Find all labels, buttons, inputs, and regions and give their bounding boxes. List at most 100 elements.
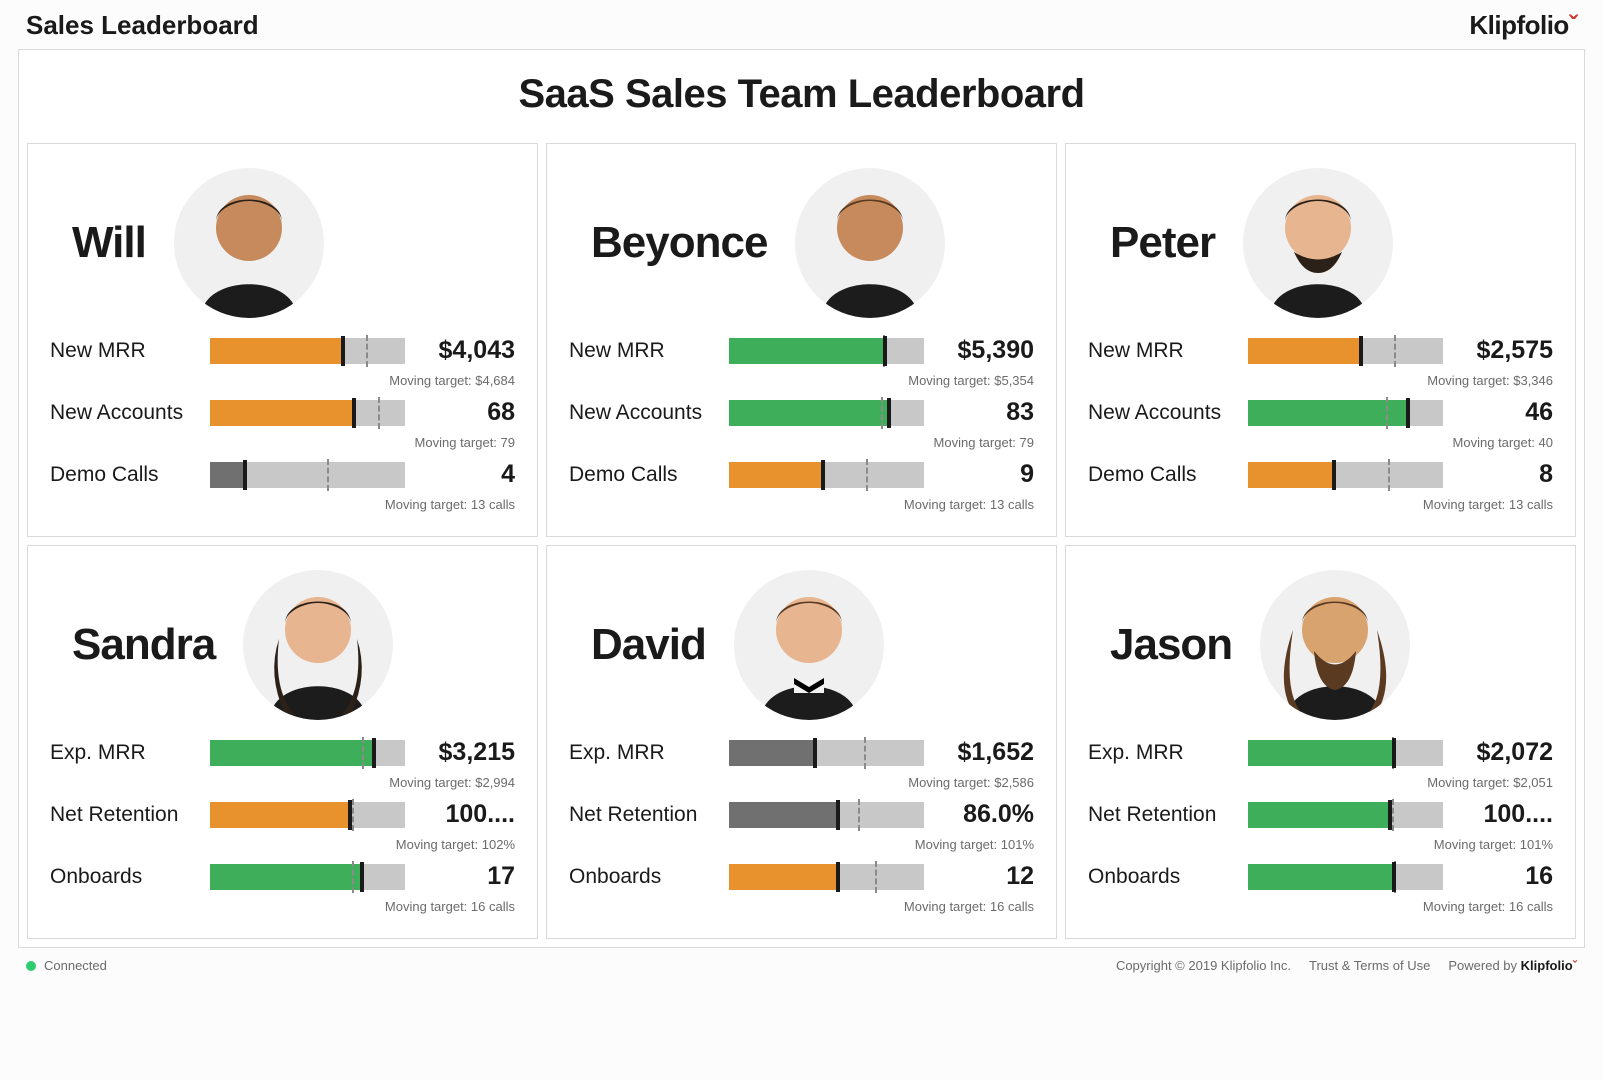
metric-row: Onboards17: [50, 862, 515, 891]
topbar: Sales Leaderboard Klipfolioˇ: [0, 0, 1603, 49]
metric-label: Net Retention: [569, 803, 719, 827]
footer-terms-link[interactable]: Trust & Terms of Use: [1309, 958, 1430, 973]
metric-target: Moving target: 102%: [210, 837, 515, 852]
bullet-fill: [1248, 864, 1394, 890]
metric-label: New Accounts: [569, 401, 719, 425]
metric-row: New Accounts46: [1088, 398, 1553, 427]
bullet-marker: [372, 738, 376, 768]
bullet-fill: [1248, 338, 1361, 364]
metric-row: Exp. MRR$3,215: [50, 738, 515, 767]
bullet-fill: [210, 338, 343, 364]
metric-value: 46: [1453, 398, 1553, 427]
bullet-fill: [1248, 462, 1334, 488]
metric-value: $2,072: [1453, 738, 1553, 767]
bullet-marker: [341, 336, 345, 366]
leaderboard-card: David Exp. MRR$1,652Moving target: $2,58…: [546, 545, 1057, 939]
bullet-fill: [729, 802, 838, 828]
bullet-marker: [1332, 460, 1336, 490]
metric-target: Moving target: $2,051: [1248, 775, 1553, 790]
metric-row: Demo Calls9: [569, 460, 1034, 489]
metric-target: Moving target: 16 calls: [1248, 899, 1553, 914]
bullet-fill: [1248, 740, 1394, 766]
bullet-chart: [729, 802, 924, 828]
avatar: [1260, 570, 1410, 720]
metric-row: Demo Calls8: [1088, 460, 1553, 489]
card-header: Beyonce: [569, 162, 1034, 336]
page-title: Sales Leaderboard: [26, 10, 259, 41]
bullet-marker: [1392, 862, 1396, 892]
metric-label: Exp. MRR: [1088, 741, 1238, 765]
metric-row: New Accounts68: [50, 398, 515, 427]
avatar: [174, 168, 324, 318]
brand-logo-text: Klipfolio: [1469, 10, 1568, 40]
metric-label: New MRR: [1088, 339, 1238, 363]
metric-target: Moving target: 79: [210, 435, 515, 450]
bullet-target-line: [362, 737, 364, 769]
bullet-target-line: [1394, 335, 1396, 367]
metric-row: Net Retention100....: [1088, 800, 1553, 829]
metric-label: Onboards: [50, 865, 200, 889]
metric-value: 100....: [1453, 800, 1553, 829]
bullet-marker: [836, 862, 840, 892]
metric-target: Moving target: 40: [1248, 435, 1553, 450]
bullet-target-line: [1386, 397, 1388, 429]
bullet-marker: [360, 862, 364, 892]
bullet-chart: [210, 400, 405, 426]
metric-label: New MRR: [569, 339, 719, 363]
metric-label: Demo Calls: [1088, 463, 1238, 487]
metric-value: 9: [934, 460, 1034, 489]
connection-status: Connected: [26, 958, 107, 973]
metric-value: 83: [934, 398, 1034, 427]
bullet-marker: [352, 398, 356, 428]
avatar: [795, 168, 945, 318]
bullet-marker: [348, 800, 352, 830]
bullet-target-line: [327, 459, 329, 491]
person-name: Beyonce: [591, 218, 767, 268]
metric-target: Moving target: 13 calls: [210, 497, 515, 512]
leaderboard-card: Sandra Exp. MRR$3,215Moving target: $2,9…: [27, 545, 538, 939]
metric-row: Net Retention 100....: [50, 800, 515, 829]
metric-label: Onboards: [1088, 865, 1238, 889]
bullet-fill: [729, 740, 815, 766]
bullet-target-line: [1388, 459, 1390, 491]
bullet-chart: [729, 462, 924, 488]
bullet-chart: [210, 864, 405, 890]
footer-copyright: Copyright © 2019 Klipfolio Inc.: [1116, 958, 1291, 973]
metric-value: 12: [934, 862, 1034, 891]
leaderboard: SaaS Sales Team Leaderboard Will New MRR…: [18, 49, 1585, 948]
metric-row: Onboards 16: [1088, 862, 1553, 891]
bullet-chart: [210, 740, 405, 766]
footer-powered-by: Powered by Klipfolioˇ: [1448, 958, 1577, 973]
bullet-marker: [1359, 336, 1363, 366]
bullet-target-line: [1392, 799, 1394, 831]
metric-value: 16: [1453, 862, 1553, 891]
metric-value: 4: [415, 460, 515, 489]
bullet-marker: [1406, 398, 1410, 428]
board-title: SaaS Sales Team Leaderboard: [19, 50, 1584, 143]
bullet-chart: [1248, 462, 1443, 488]
status-dot-icon: [26, 961, 36, 971]
avatar: [1243, 168, 1393, 318]
metric-label: Exp. MRR: [569, 741, 719, 765]
metric-row: New Accounts 83: [569, 398, 1034, 427]
metric-label: Net Retention: [50, 803, 200, 827]
metric-label: Exp. MRR: [50, 741, 200, 765]
person-name: Will: [72, 218, 146, 268]
footer: Connected Copyright © 2019 Klipfolio Inc…: [0, 948, 1603, 983]
metric-value: $5,390: [934, 336, 1034, 365]
bullet-chart: [729, 740, 924, 766]
metric-target: Moving target: $4,684: [210, 373, 515, 388]
bullet-chart: [729, 864, 924, 890]
card-grid: Will New MRR$4,043 Moving target: $4,684 N…: [19, 143, 1584, 947]
metric-row: New MRR$4,043: [50, 336, 515, 365]
metric-row: New MRR$2,575: [1088, 336, 1553, 365]
metric-target: Moving target: $3,346: [1248, 373, 1553, 388]
bullet-chart: [210, 462, 405, 488]
metric-target: Moving target: 16 calls: [210, 899, 515, 914]
metric-value: 100....: [415, 800, 515, 829]
bullet-chart: [210, 338, 405, 364]
card-header: Peter: [1088, 162, 1553, 336]
bullet-chart: [729, 400, 924, 426]
bullet-chart: [729, 338, 924, 364]
card-header: Jason: [1088, 564, 1553, 738]
